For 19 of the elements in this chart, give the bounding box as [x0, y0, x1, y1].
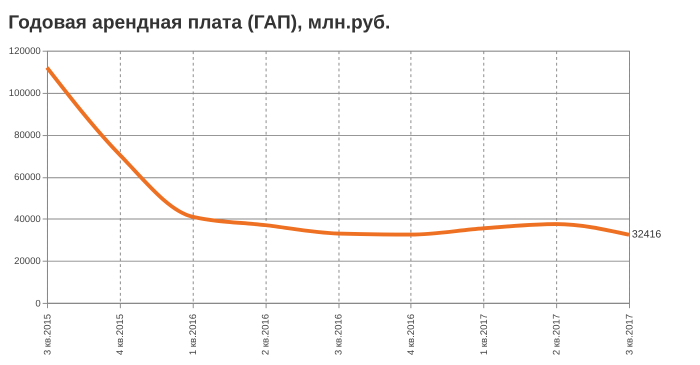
y-tick-label: 0: [35, 298, 41, 310]
x-tick-label: 4 кв.2015: [115, 314, 126, 356]
y-tick-label: 100000: [8, 88, 41, 100]
chart-title: Годовая арендная плата (ГАП), млн.руб.: [8, 12, 390, 34]
x-tick-label: 3 кв.2016: [333, 314, 344, 356]
line-series: [45, 66, 631, 237]
y-tick-label: 60000: [14, 172, 41, 184]
y-tick-label: 40000: [14, 214, 41, 226]
data-label: 32416: [632, 228, 662, 241]
x-tick-label: 3 кв.2015: [42, 314, 54, 356]
y-tick-label: 120000: [8, 46, 41, 58]
x-tick-label: 2 кв.2017: [552, 314, 563, 356]
y-tick-label: 20000: [14, 256, 41, 268]
x-tick-label: 4 кв.2016: [406, 314, 418, 356]
x-tick-label: 3 кв.2017: [624, 314, 636, 356]
x-tick-label: 2 кв.2016: [260, 314, 272, 356]
x-tick-label: 1 кв.2017: [478, 314, 490, 356]
x-tick-label: 1 кв.2016: [188, 314, 199, 356]
y-tick-label: 80000: [14, 130, 41, 142]
